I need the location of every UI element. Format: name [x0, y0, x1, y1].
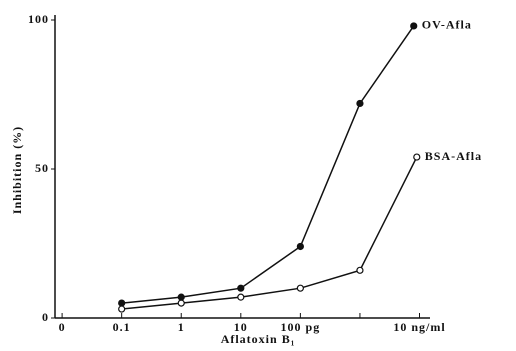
series-label: BSA-Afla — [425, 149, 482, 163]
data-point — [118, 305, 126, 313]
x-tick-label: 1 — [178, 320, 185, 334]
x-tick-label: 0.1 — [113, 320, 131, 334]
data-point — [177, 293, 185, 301]
x-axis-label: Aflatoxin B₁ — [221, 332, 296, 346]
x-tick-label: 0 — [59, 320, 66, 334]
series-line — [121, 156, 418, 310]
data-point — [237, 293, 245, 301]
data-point — [410, 22, 418, 30]
y-axis-label: Inhibition (%) — [10, 126, 24, 214]
data-point — [118, 299, 126, 307]
x-tick-label: 10 ng/ml — [393, 320, 445, 334]
y-tick-label: 0 — [42, 310, 49, 324]
data-point — [356, 266, 364, 274]
x-tick-label: 10 — [234, 320, 248, 334]
y-tick-label: 100 — [28, 12, 49, 26]
series-line — [121, 25, 415, 304]
data-point — [296, 242, 304, 251]
data-point — [296, 284, 304, 292]
series-label: OV-Afla — [422, 18, 472, 32]
data-point — [237, 284, 245, 292]
data-point — [413, 153, 421, 161]
data-point — [356, 99, 364, 108]
data-point — [177, 299, 185, 307]
x-tick-label: 100 pg — [281, 320, 321, 334]
y-tick-label: 50 — [35, 161, 49, 175]
